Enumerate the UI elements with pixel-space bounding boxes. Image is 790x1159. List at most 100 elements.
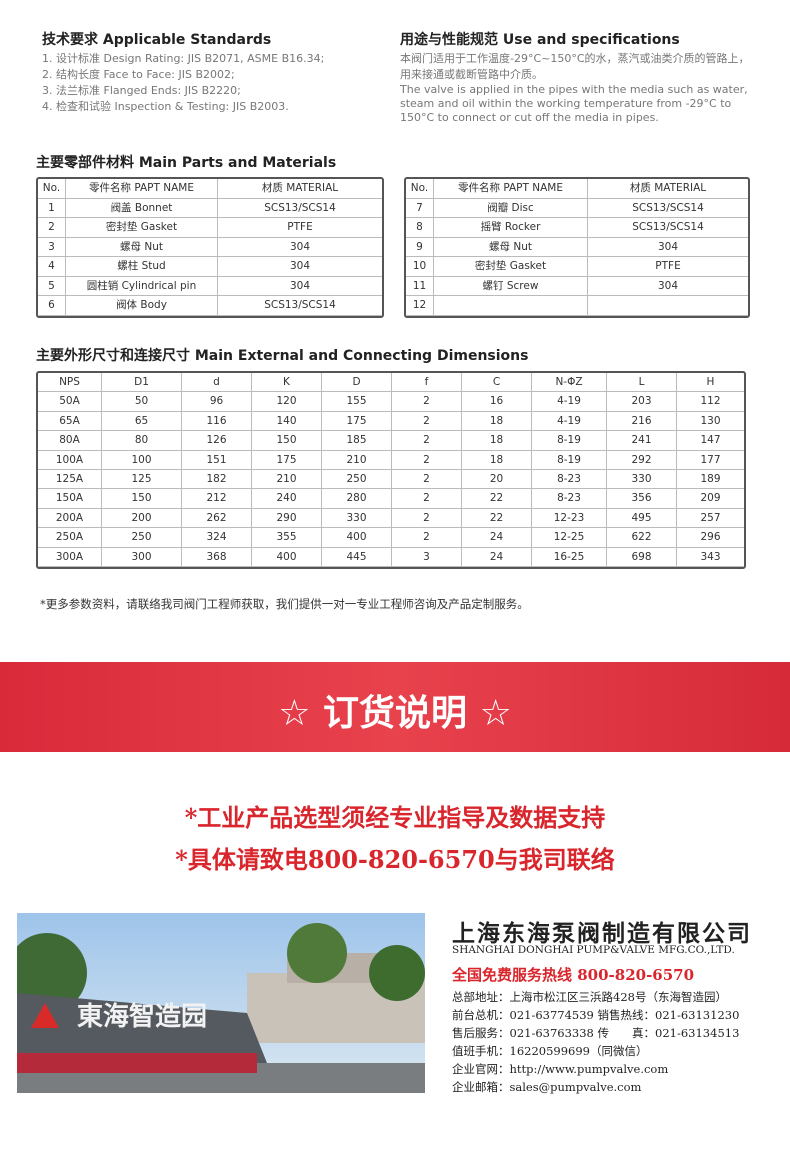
table-cell: 125	[102, 470, 182, 490]
table-cell: 116	[182, 411, 252, 432]
specs-en: The valve is applied in the pipes with t…	[400, 83, 748, 124]
table-cell: 12-23	[532, 508, 607, 529]
standards-list: 1. 设计标准 Design Rating: JIS B2071, ASME B…	[42, 51, 324, 115]
header-cell: N-ΦZ	[532, 373, 607, 393]
table-cell: 216	[607, 411, 677, 432]
table-cell: 2	[392, 470, 462, 490]
table-cell: 24	[462, 528, 532, 548]
table-cell: 18	[462, 431, 532, 451]
table-cell: 阀体 Body	[66, 296, 218, 316]
standards-item: 3. 法兰标准 Flanged Ends: JIS B2220;	[42, 84, 241, 97]
table-cell: SCS13/SCS14	[218, 199, 382, 218]
table-cell: 330	[322, 508, 392, 529]
table: No. 零件名称 PAPT NAME 材质 MATERIAL 7 阀瓣 Disc SCS1…	[404, 177, 750, 318]
table-cell: 495	[607, 508, 677, 529]
table-cell: 189	[677, 470, 744, 490]
table-cell: 155	[322, 392, 392, 412]
table-cell: 6	[38, 296, 66, 316]
table-cell: 250	[102, 528, 182, 548]
table-cell: 304	[218, 238, 382, 257]
table-cell: 18	[462, 411, 532, 432]
table-cell: 2	[392, 411, 462, 432]
table-cell: 150	[252, 431, 322, 451]
table-cell: 400	[252, 547, 322, 567]
table-cell: 5	[38, 276, 66, 296]
table-cell: 140	[252, 411, 322, 432]
order-title: ☆ 订货说明 ☆	[278, 693, 512, 734]
table-cell: 185	[322, 431, 392, 451]
table-cell: 2	[392, 528, 462, 548]
table-cell: 304	[588, 277, 748, 296]
specs-title: 用途与性能规范 Use and specifications	[400, 32, 680, 48]
table-cell: 密封垫 Gasket	[66, 218, 218, 238]
table-cell: 356	[607, 489, 677, 509]
header-cell: 材质 MATERIAL	[588, 179, 748, 199]
header-cell: L	[607, 373, 677, 393]
table-cell: 8-19	[532, 431, 607, 451]
table-cell: 2	[38, 218, 66, 238]
header-cell: NPS	[38, 373, 102, 393]
table-cell: 16-25	[532, 547, 607, 567]
dims-title: 主要外形尺寸和连接尺寸 Main External and Connecting…	[36, 348, 529, 364]
table-cell: 150	[102, 489, 182, 509]
table-cell: 16	[462, 392, 532, 412]
table-cell	[434, 296, 588, 316]
table-cell: SCS13/SCS14	[588, 218, 748, 238]
table-cell: 18	[462, 450, 532, 470]
parts-title: 主要零部件材料 Main Parts and Materials	[36, 155, 337, 171]
table-cell: 126	[182, 431, 252, 451]
table-cell: 240	[252, 489, 322, 509]
table-cell: 400	[322, 528, 392, 548]
table-cell: 304	[218, 277, 382, 296]
table-cell: 210	[252, 470, 322, 490]
table-cell: 355	[252, 528, 322, 548]
table-cell: 2	[392, 431, 462, 451]
table-cell: 257	[677, 509, 744, 529]
table-cell: 22	[462, 508, 532, 529]
table-cell: 175	[252, 450, 322, 470]
table-cell: 241	[607, 431, 677, 451]
note: *更多参数资料，请联络我司阀门工程师获取，我们提供一对一专业工程师咨询及产品定制…	[40, 597, 529, 611]
table-cell: 210	[322, 450, 392, 470]
header-cell: d	[182, 373, 252, 393]
table-cell: 445	[322, 547, 392, 567]
table-cell: 摇臂 Rocker	[434, 218, 588, 238]
table-cell: 3	[38, 237, 66, 257]
header-cell: No.	[38, 179, 66, 199]
table-cell: 65A	[38, 411, 102, 432]
contact-line: 前台总机：021-63774539 销售热线：021-63131230	[452, 1008, 740, 1022]
table-cell: 50A	[38, 392, 102, 412]
factory-photo: 東海智造园	[17, 913, 425, 1093]
table-cell: 300	[102, 547, 182, 567]
header-cell: f	[392, 373, 462, 393]
table-cell: SCS13/SCS14	[218, 296, 382, 316]
table-cell: 80	[102, 431, 182, 451]
table-cell	[588, 296, 748, 316]
table-cell: 22	[462, 489, 532, 509]
table-cell: 125A	[38, 470, 102, 490]
table-cell: 12	[406, 296, 434, 316]
order-banner	[0, 662, 790, 752]
table-cell: 11	[406, 276, 434, 296]
table-cell: 130	[677, 412, 744, 432]
table-cell: 175	[322, 411, 392, 432]
table-cell: 10	[406, 257, 434, 277]
table-cell: 4-19	[532, 411, 607, 432]
standards-item: 4. 检查和试验 Inspection & Testing: JIS B2003…	[42, 100, 289, 113]
table-cell: 330	[607, 470, 677, 490]
table-cell: 8	[406, 218, 434, 238]
table-cell: 螺母 Nut	[434, 237, 588, 257]
table-cell: 7	[406, 198, 434, 218]
standards-title: 技术要求 Applicable Standards	[42, 32, 272, 48]
company-contact: 总部地址：上海市松江区三浜路428号（东海智造园） 前台总机：021-637745…	[452, 988, 739, 1096]
specs-zh: 本阀门适用于工作温度-29°C~150°C的水，蒸汽或油类介质的管路上，用来接通…	[400, 52, 750, 81]
contact-line: 企业官网：http://www.pumpvalve.com	[452, 1062, 669, 1076]
hotline: 全国免费服务热线 800-820-6570	[452, 966, 695, 984]
standards-item: 2. 结构长度 Face to Face: JIS B2002;	[42, 68, 235, 81]
table-cell: 80A	[38, 431, 102, 451]
contact-line: 总部地址：上海市松江区三浜路428号（东海智造园）	[452, 990, 727, 1004]
table-cell: 24	[462, 547, 532, 567]
table-cell: PTFE	[588, 257, 748, 277]
table-cell: 9	[406, 237, 434, 257]
